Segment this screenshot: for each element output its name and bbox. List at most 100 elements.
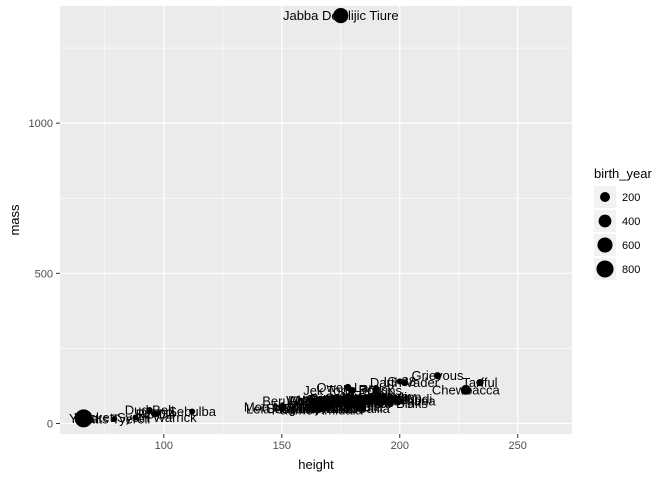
y-tick-label: 0 <box>47 418 53 430</box>
x-tick-label: 150 <box>273 440 291 452</box>
y-axis-title: mass <box>7 204 22 236</box>
data-point <box>401 379 408 387</box>
legend-key-label: 800 <box>622 264 640 276</box>
point-label: Luke Skywalker <box>288 393 380 408</box>
y-tick-label: 500 <box>35 268 53 280</box>
point-label: Dooku <box>364 392 402 407</box>
point-label: Luminara Unduli <box>282 399 377 414</box>
point-label: R5-D4 <box>138 406 176 421</box>
legend-title: birth_year <box>594 166 652 181</box>
data-point <box>349 387 356 394</box>
data-point <box>111 415 118 422</box>
point-label: Biggs Darklighter <box>310 391 410 406</box>
data-point <box>349 395 356 402</box>
point-label: Bossk <box>358 382 394 397</box>
point-label: Tarfful <box>462 375 497 390</box>
point-label: Jek Tono Porkins <box>303 383 402 398</box>
point-label: Bail Prestor Organa <box>321 393 436 408</box>
panel-background <box>60 6 572 434</box>
point-label: Leia Organa <box>246 401 318 416</box>
point-label: Qui-Gon Jinn <box>345 389 422 404</box>
point-label: Ayla Secura <box>313 399 384 414</box>
point-label: Wicket Systri Warrick <box>74 410 197 425</box>
point-label: Nute Gunray <box>342 389 416 404</box>
data-points <box>74 8 484 428</box>
data-point <box>320 403 328 411</box>
data-point <box>189 408 196 415</box>
data-point <box>356 396 363 403</box>
point-label: Cliegg Lars <box>327 392 393 407</box>
point-label: Shmi Skywalker <box>266 401 359 416</box>
y-axis: 0 500 1000 <box>29 118 60 430</box>
data-point <box>433 372 442 380</box>
point-label: Wedge Antilles <box>286 393 372 408</box>
point-label: Mon Mothma <box>244 399 321 414</box>
x-tick-label: 250 <box>509 440 527 452</box>
point-label: Finis Valorum <box>290 393 369 408</box>
data-point <box>358 404 366 413</box>
point-label: Jar Jar Binks <box>353 396 429 411</box>
data-point <box>146 406 153 413</box>
point-label: Palpatine <box>302 393 356 408</box>
point-label: Boba Fett <box>331 393 388 408</box>
point-label: Darth Vader <box>370 375 440 390</box>
data-point <box>333 8 349 24</box>
point-label: Gregar Typho <box>325 390 404 405</box>
data-point <box>374 397 383 405</box>
y-tick-label: 1000 <box>29 118 53 130</box>
point-label: Lobot <box>325 392 358 407</box>
data-point <box>386 400 394 408</box>
legend-key-circle <box>597 237 613 253</box>
point-label: Sebulba <box>168 404 216 419</box>
point-label: Plo Koon <box>345 392 398 407</box>
point-label: IG-88 <box>384 374 417 389</box>
data-point <box>337 395 345 404</box>
point-label: Grievous <box>411 368 464 383</box>
point-label: Jango Fett <box>329 392 391 407</box>
data-point <box>153 410 160 417</box>
x-tick-label: 200 <box>391 440 409 452</box>
legend-keys: 200 400 600 800 <box>594 186 640 280</box>
data-point <box>368 396 375 403</box>
point-label: Beru Whitesun lars <box>262 393 372 408</box>
grid-lines <box>60 6 572 434</box>
point-label: Padmé Amidala <box>272 402 364 417</box>
point-label: Ratts Tyerell <box>78 411 150 426</box>
data-point <box>372 385 380 394</box>
data-point <box>325 396 333 405</box>
point-label: Zam Wesell <box>290 399 358 414</box>
point-label: Barriss Offee <box>282 401 358 416</box>
point-label: Owen Lars <box>316 380 379 395</box>
point-label: Darth Maul <box>309 392 373 407</box>
data-point <box>317 396 327 406</box>
data-point <box>476 379 484 387</box>
point-label: Mace Windu <box>335 391 407 406</box>
legend-key-circle <box>596 260 614 278</box>
point-label: Poggle the Lesser <box>307 392 412 407</box>
point-label: Wilhuff Tarkin <box>314 395 392 410</box>
point-label: Lando Calrissian <box>297 392 394 407</box>
data-point <box>278 403 286 411</box>
data-point <box>132 414 139 421</box>
legend-key-label: 400 <box>622 216 640 228</box>
point-label: Ackbar <box>332 391 373 406</box>
point-label: Han Solo <box>326 392 379 407</box>
point-label: Ki-Adi-Mundi <box>358 391 433 406</box>
legend-key-label: 600 <box>622 240 640 252</box>
legend: birth_year 200 400 600 800 <box>594 166 652 280</box>
x-axis: 100 150 200 250 <box>155 434 527 452</box>
data-point <box>460 384 471 395</box>
legend-key-label: 200 <box>622 192 640 204</box>
point-label: Yoda <box>69 411 99 426</box>
legend-key-circle <box>598 214 612 228</box>
point-label: Jabba Desilijic Tiure <box>283 8 399 23</box>
x-axis-title: height <box>298 457 334 472</box>
data-point <box>313 406 321 414</box>
data-point <box>391 394 400 403</box>
legend-key-circle <box>600 192 610 202</box>
point-label: Dud Bolt <box>125 402 175 417</box>
point-label: C-3PO <box>302 393 342 408</box>
data-point <box>344 403 352 411</box>
point-label: Adi Gallia <box>334 401 390 416</box>
